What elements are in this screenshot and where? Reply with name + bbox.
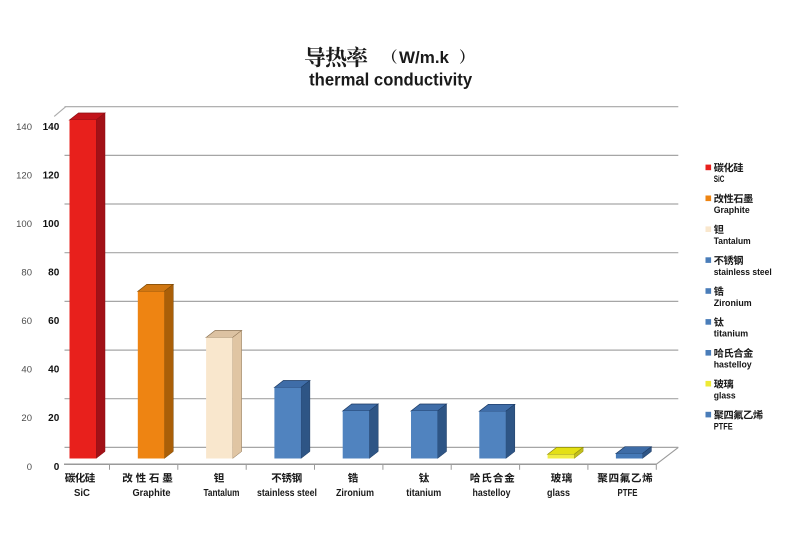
svg-text:0: 0 — [27, 462, 32, 473]
svg-text:Tantalum: Tantalum — [714, 236, 751, 247]
svg-text:stainless steel: stainless steel — [257, 487, 317, 499]
svg-text:0: 0 — [54, 462, 60, 473]
svg-text:Tantalum: Tantalum — [204, 487, 240, 499]
svg-text:60: 60 — [21, 316, 32, 327]
svg-text:140: 140 — [16, 122, 32, 133]
svg-text:PTFE: PTFE — [714, 421, 733, 432]
svg-text:20: 20 — [48, 413, 60, 424]
svg-text:20: 20 — [21, 413, 32, 424]
svg-text:100: 100 — [43, 219, 60, 230]
svg-text:stainless steel: stainless steel — [714, 267, 772, 278]
svg-text:glass: glass — [714, 391, 736, 402]
svg-text:80: 80 — [48, 268, 60, 279]
svg-text:titanium: titanium — [406, 487, 441, 499]
svg-text:Graphite: Graphite — [133, 487, 171, 499]
svg-text:W/m.k: W/m.k — [399, 49, 450, 67]
svg-text:100: 100 — [16, 219, 32, 230]
svg-text:Zironium: Zironium — [336, 487, 374, 499]
svg-text:Graphite: Graphite — [714, 205, 750, 216]
svg-text:120: 120 — [43, 170, 60, 181]
svg-text:60: 60 — [48, 316, 60, 327]
svg-text:140: 140 — [43, 122, 60, 133]
svg-text:40: 40 — [48, 365, 60, 376]
svg-text:120: 120 — [16, 170, 32, 181]
svg-text:PTFE: PTFE — [618, 487, 638, 499]
svg-text:80: 80 — [21, 268, 32, 279]
svg-text:Zironium: Zironium — [714, 298, 752, 309]
svg-text:40: 40 — [21, 365, 32, 376]
svg-text:glass: glass — [547, 487, 570, 499]
svg-text:SiC: SiC — [74, 487, 90, 499]
svg-text:titanium: titanium — [714, 329, 749, 340]
svg-text:SiC: SiC — [714, 174, 725, 185]
svg-text:hastelloy: hastelloy — [714, 360, 753, 371]
svg-text:thermal conductivity: thermal conductivity — [309, 69, 472, 89]
svg-text:hastelloy: hastelloy — [473, 487, 511, 499]
